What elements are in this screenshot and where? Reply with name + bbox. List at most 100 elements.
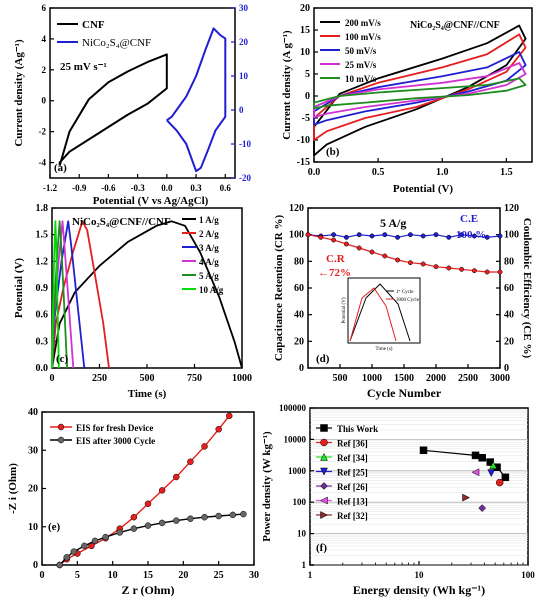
panel-e-xtick-label: 10 xyxy=(108,570,118,581)
panel-e-legend-label: EIS for fresh Device xyxy=(76,423,153,433)
panel-d-cr-point xyxy=(407,260,413,266)
panel-a-legend-label: NiCo₂S₄@CNF xyxy=(82,37,151,49)
panel-d-ce-point xyxy=(382,232,388,238)
panel-b-ytick-label: 5 xyxy=(305,69,310,80)
panel-b-ytick-label: -10 xyxy=(297,135,310,146)
panel-f-series-point xyxy=(419,446,428,455)
panel-c-xtick-label: 250 xyxy=(92,373,107,384)
panel-a-xtick-label: -0.6 xyxy=(101,183,116,193)
panel-e-series-point xyxy=(240,510,247,518)
panel-d-ytick-label: 100 xyxy=(289,230,304,241)
panel-e-series-point xyxy=(144,522,152,529)
panel-d-cr-point xyxy=(420,261,426,267)
panel-d-cr-point xyxy=(343,241,349,247)
panel-a-xlabel: Potential (V vs Ag/AgCl) xyxy=(93,195,209,207)
panel-f-xtick-label: 100 xyxy=(521,570,535,580)
panel-a-xtick-label: -0.3 xyxy=(131,183,146,193)
panel-f-legend-label: Ref [32] xyxy=(337,511,368,521)
panel-c-series-line xyxy=(51,220,86,369)
panel-d-ytick-label: 40 xyxy=(294,310,304,321)
panel-c-label: (c) xyxy=(56,353,69,365)
panel-d-cr-point xyxy=(433,264,439,270)
panel-e-series-point xyxy=(215,425,222,433)
panel-a-y2tick-label: 10 xyxy=(239,71,249,81)
panel-d-ce-point xyxy=(484,234,490,240)
panel-a-ylabel: Current density (Ag⁻¹) xyxy=(13,39,25,147)
panel-a-y2tick-label: 0 xyxy=(239,105,244,115)
panel-f-xtick-label: 10 xyxy=(415,570,425,580)
panel-a-y2tick-label: 30 xyxy=(239,3,249,13)
panel-f-legend-marker xyxy=(320,438,328,447)
panel-a-legend-label: CNF xyxy=(82,19,105,31)
panel-e-frame xyxy=(41,411,255,566)
panel-a-xtick-label: 0.0 xyxy=(161,183,173,193)
panel-f-legend-marker xyxy=(320,482,328,490)
panel-b-xlabel: Potential (V) xyxy=(393,183,454,195)
panel-e-series-point xyxy=(70,548,78,555)
panel-c-xlabel: Time (s) xyxy=(128,388,167,400)
panel-c-ytick-label: 0.0 xyxy=(36,363,49,374)
panel-f-series-point xyxy=(486,458,494,466)
panel-b-series-loop xyxy=(313,33,527,141)
panel-e-series-point xyxy=(144,500,152,508)
panel-d-xtick-label: 500 xyxy=(333,373,348,384)
panel-d-cr-point xyxy=(484,269,490,275)
panel-d-cr-point xyxy=(318,234,324,240)
panel-d-cr-point xyxy=(356,245,362,251)
panel-e-xtick-label: 25 xyxy=(214,570,224,581)
panel-f-series-point xyxy=(501,473,510,482)
panel-f-legend-marker xyxy=(320,467,328,476)
panel-d-y2tick-label: 40 xyxy=(504,310,514,321)
panel-d-inset-ylabel: Potential (V) xyxy=(342,297,347,323)
panel-f-ytick-label: 10000 xyxy=(284,434,307,444)
panel-d-y2label: Coulombic Efficiency (CE %) xyxy=(521,218,533,359)
panel-f-legend-label: Ref [34] xyxy=(337,453,368,463)
panel-b-title: NiCo₂S₄@CNF//CNF xyxy=(410,20,500,31)
panel-e-ytick-label: 20 xyxy=(28,484,38,495)
panel-e-series-point xyxy=(187,458,194,465)
panel-e-series-point xyxy=(91,537,99,545)
panel-d-xtick-label: 3000 xyxy=(490,373,510,384)
panel-a-xtick-label: -0.9 xyxy=(72,183,87,193)
panel-d-ce-point xyxy=(420,233,426,239)
panel-f-ylabel: Power density (W kg⁻¹) xyxy=(261,431,273,542)
panel-d-ce-point xyxy=(331,232,337,238)
panel-a-ytick-label: -4 xyxy=(39,158,47,168)
panel-d-ce-point xyxy=(446,234,452,240)
panel-f-ytick-label: 1000 xyxy=(288,466,307,476)
panel-b-legend-label: 50 mV/s xyxy=(345,46,377,56)
panel-a-ytick-label: 4 xyxy=(42,34,47,44)
panel-e-label: (e) xyxy=(48,521,61,533)
panel-c-title: NiCo₂S₄@CNF//CNF xyxy=(72,216,171,228)
panel-b-ytick-label: 20 xyxy=(300,3,310,14)
panel-e-series-point xyxy=(173,517,180,524)
panel-b-ytick-label: -5 xyxy=(302,113,310,124)
panel-c-legend-label: 10 A/g xyxy=(199,285,224,295)
panel-e-xtick-label: 5 xyxy=(75,570,80,581)
panel-b-series-loop xyxy=(313,51,527,126)
panel-a-y2tick-label: -20 xyxy=(239,173,251,183)
panel-c-xtick-label: 1000 xyxy=(232,373,252,384)
panel-e-series-point xyxy=(229,511,237,519)
panel-d-inset-xlabel: Time (s) xyxy=(376,347,393,352)
panel-c-legend-label: 3 A/g xyxy=(199,243,219,253)
panel-d-cr-point xyxy=(446,265,452,271)
panel-e-series-point xyxy=(130,513,138,521)
panel-d-cr-point xyxy=(395,257,401,263)
panel-a-y2tick-label: -10 xyxy=(239,139,251,149)
panel-c-legend-label: 1 A/g xyxy=(199,215,219,225)
panel-e-ytick-label: 10 xyxy=(28,522,38,533)
panel-e-ytick-label: 0 xyxy=(33,560,38,571)
panel-f-ytick-label: 100 xyxy=(293,497,307,507)
panel-a-series-line xyxy=(58,53,168,166)
panel-e-series-line xyxy=(59,513,244,566)
panel-f-series-point xyxy=(487,469,496,478)
panel-b-ytick-label: 15 xyxy=(300,25,310,36)
panel-d-y2tick-label: 80 xyxy=(504,256,514,267)
panel-d-xlabel: Cycle Number xyxy=(367,386,442,400)
panel-f-xlabel: Energy density (Wh kg⁻¹) xyxy=(353,583,485,597)
panel-a-frame xyxy=(49,7,236,179)
panel-c-ytick-label: 1.2 xyxy=(36,256,49,267)
panel-e-xlabel: Z r (Ohm) xyxy=(121,583,174,597)
